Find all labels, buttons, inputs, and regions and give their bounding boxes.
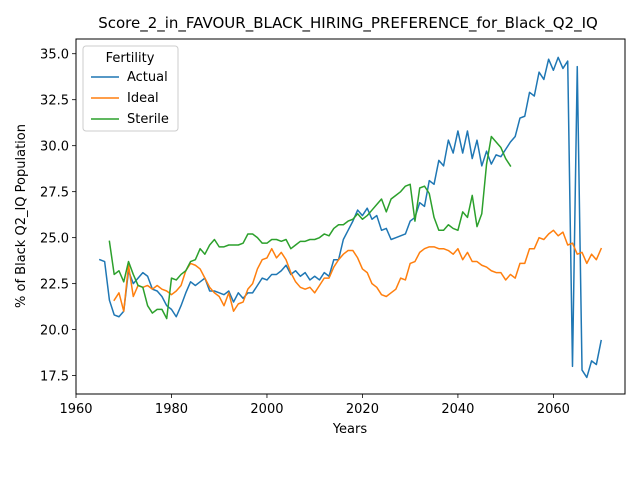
x-tick-label: 1960	[59, 402, 92, 417]
y-tick-label: 25.0	[40, 232, 69, 247]
legend-entry-ideal: Ideal	[127, 91, 159, 106]
chart-title: Score_2_in_FAVOUR_BLACK_HIRING_PREFERENC…	[98, 14, 598, 33]
y-tick-label: 20.0	[40, 324, 69, 339]
legend-entry-sterile: Sterile	[127, 112, 169, 127]
x-tick-label: 2000	[250, 402, 283, 417]
y-tick-label: 35.0	[40, 48, 69, 63]
legend-title: Fertility	[106, 51, 155, 66]
y-tick-label: 27.5	[40, 186, 69, 201]
y-tick-label: 22.5	[40, 278, 69, 293]
x-axis-label: Years	[332, 422, 368, 437]
x-tick-label: 2040	[441, 402, 474, 417]
y-tick-label: 32.5	[40, 94, 69, 109]
x-tick-label: 1980	[155, 402, 188, 417]
x-tick-label: 2020	[346, 402, 379, 417]
y-tick-label: 17.5	[40, 370, 69, 385]
x-tick-label: 2060	[537, 402, 570, 417]
legend-entry-actual: Actual	[127, 70, 168, 85]
y-axis-label: % of Black Q2_IQ Population	[14, 124, 29, 308]
legend: Fertility Actual Ideal Sterile	[83, 46, 178, 131]
y-tick-label: 30.0	[40, 140, 69, 155]
